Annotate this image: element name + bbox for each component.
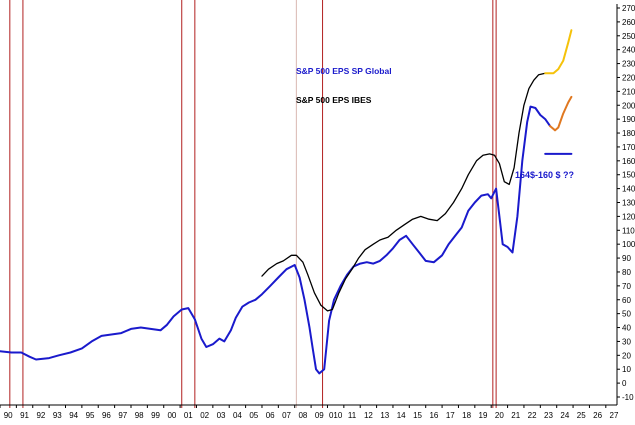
- y-tick-label: 20: [622, 351, 631, 360]
- y-tick-label: 90: [622, 254, 631, 263]
- x-tick-label: 18: [462, 411, 471, 420]
- x-axis: 90 91 92 93 94 95 96 97 98 99 00 01 02 03 04 05 06 07 08 09…: [0, 404, 619, 420]
- x-tick-label: 02: [200, 411, 209, 420]
- x-tick-label: 24: [560, 411, 569, 420]
- x-tick-label: 05: [249, 411, 258, 420]
- y-tick-label: 230: [622, 60, 635, 69]
- y-tick-label: 270: [622, 4, 635, 13]
- x-tick-label: 22: [528, 411, 537, 420]
- x-tick-label: 19: [479, 411, 488, 420]
- x-tick-label: 17: [446, 411, 455, 420]
- series-line-1: [261, 72, 546, 312]
- x-tick-label: 14: [397, 411, 406, 420]
- x-tick-label: 27: [610, 411, 619, 420]
- y-tick-label: 180: [622, 129, 635, 138]
- y-tick-label: 260: [622, 18, 635, 27]
- y-tick-label: 50: [622, 310, 631, 319]
- x-tick-label: 90: [4, 411, 13, 420]
- y-tick-label: 150: [622, 171, 635, 180]
- x-tick-label: 00: [167, 411, 176, 420]
- x-tick-label: 03: [217, 411, 226, 420]
- y-tick-label: 120: [622, 212, 635, 221]
- series-line-3: [549, 95, 573, 132]
- x-tick-label: 93: [53, 411, 62, 420]
- recession-markers: [9, 0, 497, 408]
- y-tick-label: 240: [622, 46, 635, 55]
- y-tick-label: 60: [622, 296, 631, 305]
- x-tick-label: 06: [266, 411, 275, 420]
- y-tick-label: 220: [622, 73, 635, 82]
- x-tick-label: 99: [151, 411, 160, 420]
- y-tick-label: 170: [622, 143, 635, 152]
- series-lines: [0, 29, 573, 375]
- x-tick-label: 26: [593, 411, 602, 420]
- y-tick-label: 10: [622, 365, 631, 374]
- legend-ibes: S&P 500 EPS IBES: [296, 95, 372, 105]
- y-tick-label: 30: [622, 337, 631, 346]
- y-tick-label: 0: [622, 379, 627, 388]
- y-tick-label: 110: [622, 226, 635, 235]
- x-tick-label: 16: [429, 411, 438, 420]
- x-tick-label: 08: [298, 411, 307, 420]
- x-tick-label: 97: [118, 411, 127, 420]
- x-tick-label: 21: [511, 411, 520, 420]
- y-tick-label: 80: [622, 268, 631, 277]
- x-tick-label: 23: [544, 411, 553, 420]
- series-line-0: [0, 105, 552, 375]
- x-tick-label: 20: [495, 411, 504, 420]
- y-tick-label: 40: [622, 324, 631, 333]
- x-tick-label: 98: [135, 411, 144, 420]
- x-tick-label: 11: [348, 411, 357, 420]
- y-tick-label: 160: [622, 157, 635, 166]
- x-tick-label: 12: [364, 411, 373, 420]
- y-tick-label: 210: [622, 87, 635, 96]
- y-tick-label: 200: [622, 101, 635, 110]
- x-tick-label: 09: [315, 411, 324, 420]
- x-tick-label: 04: [233, 411, 242, 420]
- x-tick-label: 91: [20, 411, 29, 420]
- y-tick-label: -10: [622, 393, 634, 402]
- y-tick-label: 250: [622, 32, 635, 41]
- x-tick-label: 15: [413, 411, 422, 420]
- legend-sp-global: S&P 500 EPS SP Global: [296, 66, 392, 76]
- x-tick-label: 07: [282, 411, 291, 420]
- y-tick-label: 130: [622, 199, 635, 208]
- x-tick-label: 010: [329, 411, 343, 420]
- y-tick-label: 100: [622, 240, 635, 249]
- x-tick-label: 94: [69, 411, 78, 420]
- y-tick-label: 190: [622, 115, 635, 124]
- y-tick-label: 140: [622, 185, 635, 194]
- x-tick-label: 92: [36, 411, 45, 420]
- x-tick-label: 25: [577, 411, 586, 420]
- x-tick-label: 96: [102, 411, 111, 420]
- x-tick-label: 95: [86, 411, 95, 420]
- series-line-2: [544, 29, 573, 75]
- x-tick-label: 01: [184, 411, 193, 420]
- x-tick-label: 13: [380, 411, 389, 420]
- y-axis: -10 0 10 20 30 40 50 60 70 80 90 100 110 120 130 140 150…: [616, 4, 635, 405]
- y-tick-label: 70: [622, 282, 631, 291]
- annotation-target-range: 164$-160 $ ??: [515, 170, 574, 180]
